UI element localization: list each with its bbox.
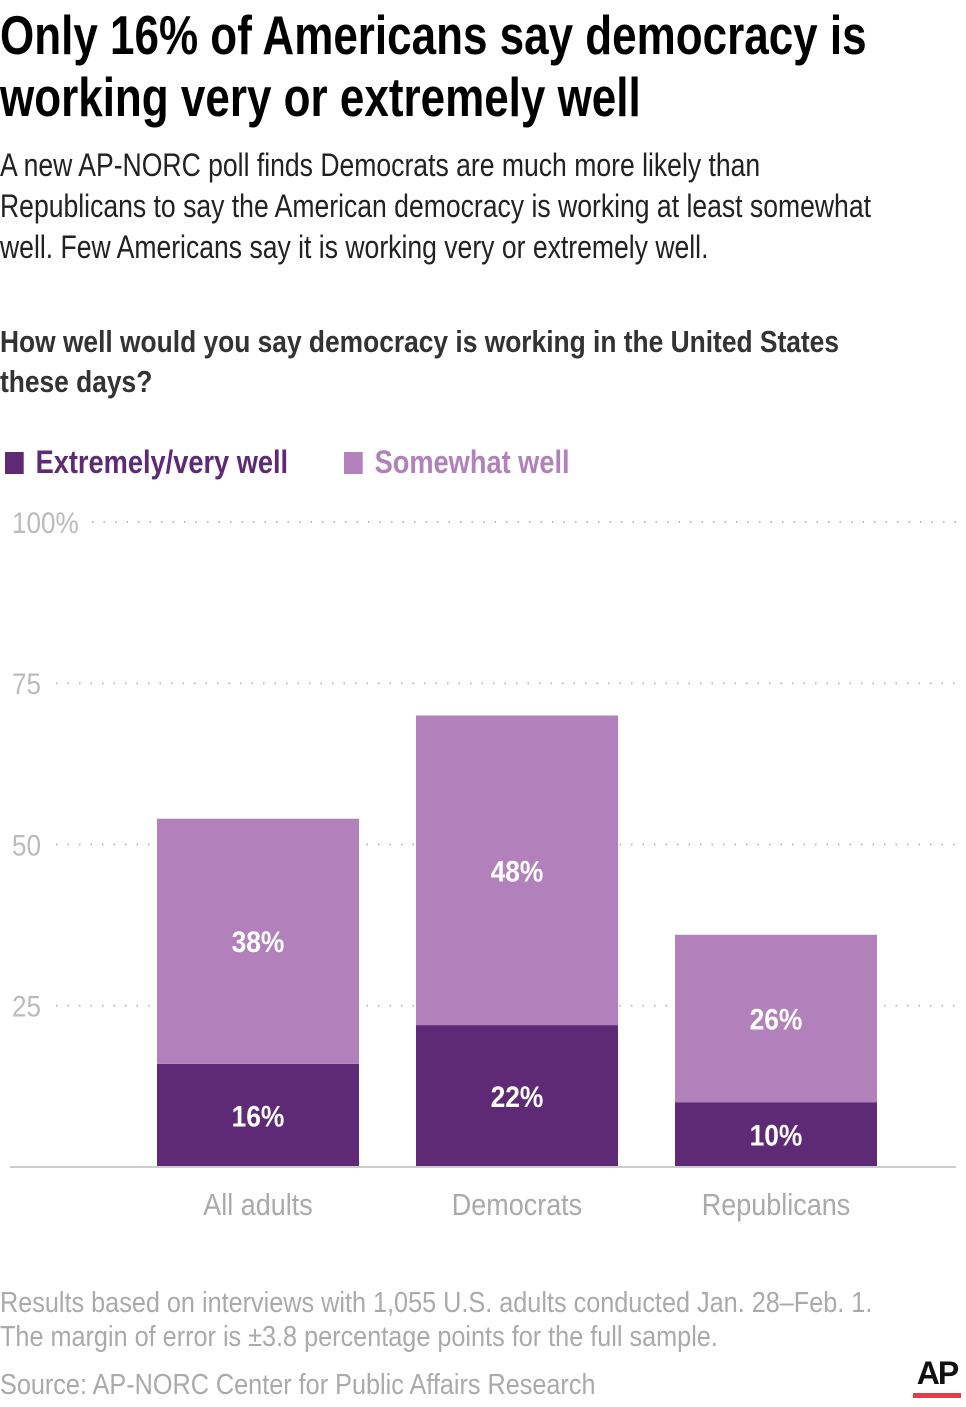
x-tick-label: Republicans: [702, 1188, 850, 1222]
chart-title: Only 16% of Americans say democracy is w…: [0, 4, 867, 128]
question-line: How well would you say democracy is work…: [0, 324, 840, 359]
bar-extremely-very-well: [675, 1102, 877, 1167]
notes-line: Results based on interviews with 1,055 U…: [0, 1287, 873, 1319]
y-tick-label: 75: [12, 668, 41, 701]
x-tick-label: Democrats: [452, 1188, 582, 1222]
legend-swatch: [5, 451, 24, 474]
svg-text:AP: AP: [917, 1355, 959, 1391]
legend-label: Extremely/very well: [35, 444, 289, 480]
data-label: 38%: [232, 925, 285, 959]
ap-logo: AP: [913, 1355, 961, 1398]
data-label: 10%: [750, 1118, 803, 1152]
bar-somewhat-well: [416, 715, 618, 1026]
y-tick-label: 25: [12, 990, 41, 1023]
bar-somewhat-well: [675, 934, 877, 1103]
legend-item-somewhat-well: Somewhat well: [344, 444, 570, 481]
data-label: 16%: [232, 1099, 285, 1133]
title-line: working very or extremely well: [0, 66, 641, 128]
chart-source: Source: AP-NORC Center for Public Affair…: [0, 1369, 596, 1401]
question-line: these days?: [0, 364, 153, 399]
chart-notes: Results based on interviews with 1,055 U…: [0, 1286, 872, 1354]
survey-question: How well would you say democracy is work…: [0, 322, 839, 402]
x-tick-label: All adults: [203, 1188, 312, 1222]
y-tick-label: 50: [12, 829, 41, 862]
legend-swatch: [344, 451, 363, 474]
legend-label: Somewhat well: [374, 444, 570, 480]
title-line: Only 16% of Americans say democracy is: [0, 4, 867, 66]
chart-subtitle: A new AP-NORC poll finds Democrats are m…: [0, 145, 871, 268]
subtitle-line: A new AP-NORC poll finds Democrats are m…: [0, 147, 761, 183]
data-label: 22%: [491, 1079, 544, 1113]
subtitle-line: well. Few Americans say it is working ve…: [0, 229, 709, 265]
data-label: 26%: [750, 1002, 803, 1036]
stacked-bar-chart: 25 50 75 100% 16% 38% All adults 22% 48% Democrat…: [10, 506, 960, 1222]
y-tick-label: 100%: [12, 506, 79, 539]
bar-extremely-very-well: [157, 1063, 359, 1167]
data-label: 48%: [491, 854, 544, 888]
notes-line: The margin of error is ±3.8 percentage p…: [0, 1321, 718, 1353]
subtitle-line: Republicans to say the American democrac…: [0, 188, 871, 224]
legend-item-extremely-very-well: Extremely/very well: [5, 444, 288, 481]
bar-somewhat-well: [157, 818, 359, 1064]
bar-extremely-very-well: [416, 1025, 618, 1167]
